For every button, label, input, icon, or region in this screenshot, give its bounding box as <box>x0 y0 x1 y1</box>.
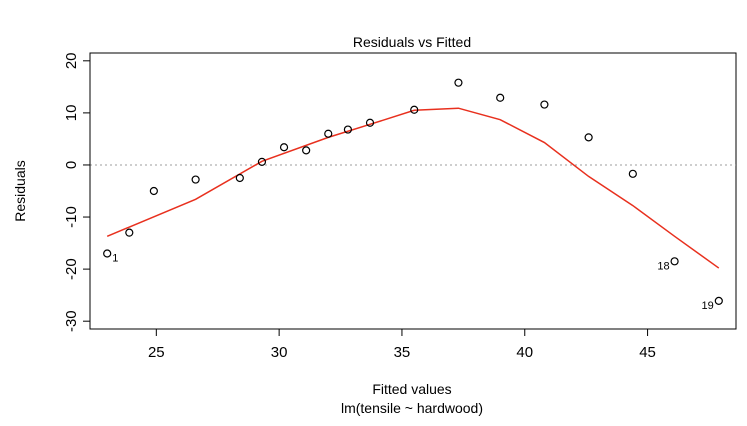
y-tick-label: -20 <box>63 258 80 280</box>
x-tick-label: 45 <box>639 344 656 361</box>
data-point <box>343 125 353 134</box>
data-point <box>279 143 289 152</box>
data-point <box>496 93 505 102</box>
data-point <box>191 175 200 184</box>
y-tick-label: -30 <box>63 310 80 332</box>
y-tick-label: 20 <box>63 52 80 69</box>
x-tick-label: 30 <box>271 344 288 361</box>
model-formula-label: lm(tensile ~ hardwood) <box>341 400 483 416</box>
data-point <box>257 157 267 166</box>
x-tick-label: 35 <box>394 344 411 361</box>
y-axis-label: Residuals <box>12 160 28 221</box>
y-axis: -30 -20 -10 0 10 20 <box>63 52 91 332</box>
data-point <box>454 78 463 87</box>
data-point <box>149 186 158 196</box>
data-point <box>235 173 244 183</box>
point-label: 1 <box>112 252 118 264</box>
x-axis-label: Fitted values <box>372 381 451 397</box>
chart-title: Residuals vs Fitted <box>353 34 471 50</box>
data-point <box>670 257 679 266</box>
y-tick-label: -10 <box>63 206 80 228</box>
point-label: 19 <box>702 300 714 312</box>
data-point <box>410 105 419 114</box>
x-tick-label: 40 <box>516 344 533 361</box>
data-point <box>628 169 637 178</box>
data-point <box>714 296 723 305</box>
x-axis: 25 30 35 40 45 <box>148 328 656 361</box>
data-point <box>103 249 112 258</box>
plot-frame <box>89 52 737 330</box>
residual-points: 1 18 19 <box>103 78 723 312</box>
data-point <box>324 129 333 138</box>
point-label: 18 <box>657 260 669 272</box>
data-point <box>540 100 549 109</box>
y-tick-label: 10 <box>63 105 80 122</box>
data-point <box>365 118 375 127</box>
y-tick-label: 0 <box>63 161 80 169</box>
data-point <box>125 228 134 237</box>
x-tick-label: 25 <box>148 344 165 361</box>
smooth-trend-line <box>106 107 720 269</box>
data-point <box>302 146 311 155</box>
data-point <box>584 133 593 142</box>
